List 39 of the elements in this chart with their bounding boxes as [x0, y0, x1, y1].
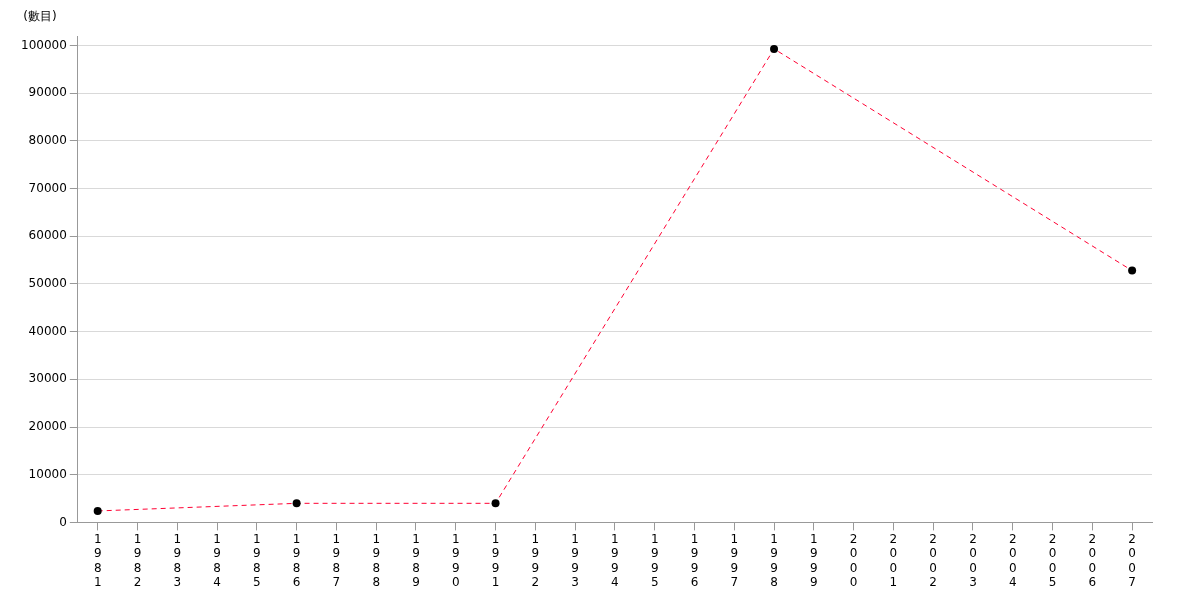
- y-tick-label: 20000: [28, 419, 67, 434]
- x-tick-label: 1981: [93, 531, 102, 589]
- x-tick-label: 1993: [571, 531, 579, 589]
- x-tick-label: 2000: [849, 531, 858, 589]
- x-tick-label: 1986: [292, 531, 301, 589]
- x-tick-label: 1989: [412, 531, 420, 589]
- x-tick-label: 1996: [690, 531, 699, 589]
- x-tick-label: 2007: [1128, 531, 1136, 589]
- x-tick-label: 1998: [770, 531, 778, 589]
- y-tick-label: 70000: [28, 180, 67, 195]
- x-tick-label: 1991: [491, 531, 500, 589]
- x-tick-label: 2002: [929, 531, 937, 589]
- x-tick-label: 1984: [213, 531, 221, 589]
- x-tick-label: 2005: [1048, 531, 1057, 589]
- y-tick-label: 60000: [28, 228, 67, 243]
- x-tick-label: 1995: [650, 531, 659, 589]
- x-tick-label: 2004: [1008, 531, 1017, 589]
- y-axis-title: (數目): [23, 9, 57, 24]
- y-tick-label: 10000: [28, 466, 67, 481]
- x-tick-label: 2006: [1088, 531, 1097, 589]
- x-tick-label: 1987: [332, 531, 341, 589]
- x-tick-label: 2001: [889, 531, 898, 589]
- x-tick-label: 1994: [611, 531, 619, 589]
- x-tick-label: 1985: [253, 531, 261, 589]
- x-tick-label: 1999: [810, 531, 818, 589]
- y-tick-label: 30000: [28, 371, 67, 386]
- y-tick-label: 100000: [21, 37, 67, 52]
- y-tick-label: 90000: [28, 85, 67, 100]
- x-tick-label: 1992: [531, 531, 540, 589]
- x-tick-label: 1990: [451, 531, 460, 589]
- x-tick-label: 2003: [969, 531, 977, 589]
- y-tick-label: 80000: [28, 133, 67, 148]
- y-tick-label: 40000: [28, 323, 67, 338]
- x-tick-label: 1983: [173, 531, 182, 589]
- y-tick-label: 50000: [28, 276, 67, 291]
- y-tick-label: 0: [59, 514, 67, 529]
- x-tick-label: 1988: [372, 531, 381, 589]
- x-tick-label: 1997: [730, 531, 739, 589]
- x-tick-label: 1982: [133, 531, 142, 589]
